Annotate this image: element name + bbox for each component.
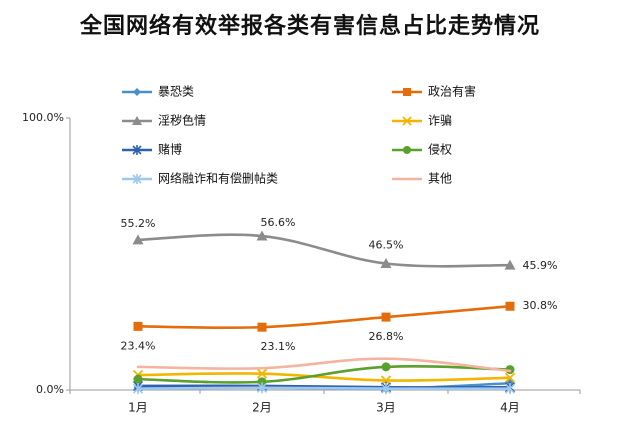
legend-marker <box>402 116 412 126</box>
data-point <box>381 312 391 322</box>
legend-marker <box>132 116 142 125</box>
data-label: 30.8% <box>523 299 558 312</box>
legend-marker <box>403 88 411 96</box>
data-label: 46.5% <box>369 239 404 252</box>
legend-marker <box>403 146 411 154</box>
data-point <box>504 259 516 270</box>
data-point <box>132 383 144 395</box>
legend-marker <box>132 174 142 184</box>
legend-marker <box>133 88 141 96</box>
data-point <box>380 258 392 269</box>
legend-label: 网络融诈和有偿删帖类 <box>158 171 278 186</box>
legend-label: 赌博 <box>158 142 182 157</box>
x-tick-label: 1月 <box>128 401 148 415</box>
legend-marker <box>132 145 142 155</box>
legend-label: 暴恐类 <box>158 85 194 99</box>
series-line <box>136 386 512 391</box>
data-label: 56.6% <box>261 216 296 229</box>
data-point <box>257 322 267 332</box>
data-point <box>504 372 516 383</box>
series-line <box>136 372 512 382</box>
x-tick-label: 2月 <box>252 401 272 415</box>
legend-label: 诈骗 <box>428 113 452 128</box>
data-point <box>256 382 268 394</box>
data-point <box>504 383 516 395</box>
data-label: 23.4% <box>121 339 156 352</box>
data-point <box>380 383 392 395</box>
y-tick-label: 100.0% <box>22 111 64 124</box>
data-point <box>505 301 515 311</box>
series-line <box>136 357 512 373</box>
y-tick-label: 0.0% <box>36 383 64 396</box>
data-point <box>133 374 143 384</box>
x-tick-label: 4月 <box>500 401 520 415</box>
legend-label: 侵权 <box>428 142 452 157</box>
data-point <box>256 230 268 241</box>
data-point <box>257 377 267 387</box>
series-line <box>136 364 512 384</box>
chart-title: 全国网络有效举报各类有害信息占比走势情况 <box>79 13 540 39</box>
data-label: 45.9% <box>523 259 558 272</box>
series-line <box>136 304 512 330</box>
legend-label: 淫秽色情 <box>158 114 206 128</box>
data-label: 23.1% <box>261 340 296 353</box>
x-tick-label: 3月 <box>376 401 396 415</box>
data-point <box>133 321 143 331</box>
data-label: 26.8% <box>369 330 404 343</box>
series-line <box>136 233 512 268</box>
legend-label: 政治有害 <box>428 84 476 99</box>
data-point <box>256 368 268 379</box>
data-label: 55.2% <box>121 217 156 230</box>
data-point <box>381 362 391 372</box>
series-line <box>136 384 512 389</box>
data-point <box>132 234 144 245</box>
legend-label: 其他 <box>428 172 452 186</box>
